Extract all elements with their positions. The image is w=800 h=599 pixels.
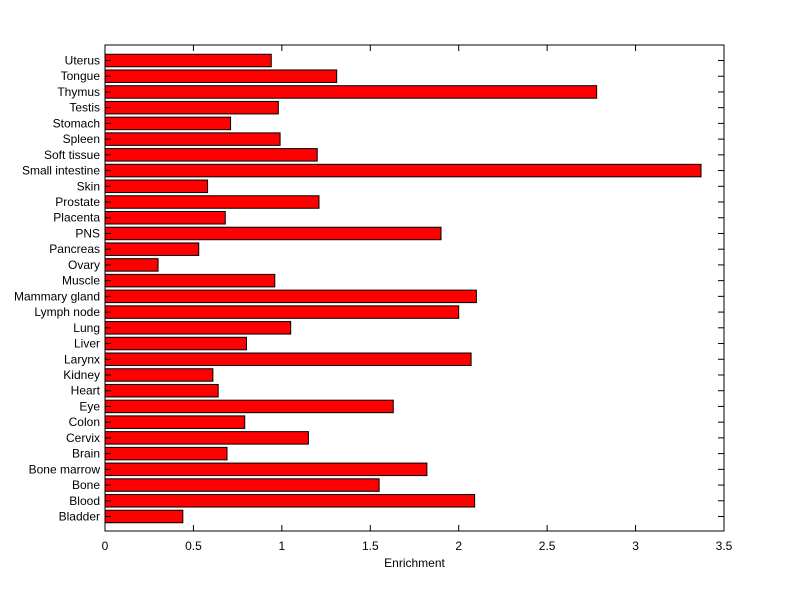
y-tick-label-liver: Liver [74,337,100,351]
x-tick-label-3: 1.5 [362,539,379,553]
bar-eye [104,399,394,414]
bar-small-intestine [104,163,702,178]
y-tick-label-placenta: Placenta [53,211,100,225]
y-tick-label-stomach: Stomach [53,116,100,130]
y-tick-label-pancreas: Pancreas [49,242,100,256]
y-tick-label-bladder: Bladder [59,510,100,524]
bar-bone [104,478,380,492]
y-tick-label-lung: Lung [73,321,100,335]
bar-placenta [104,210,226,225]
bar-lymph-node [104,305,460,319]
bar-larynx [104,352,472,367]
bar-thymus [104,85,598,99]
x-tick-label-7: 3.5 [716,539,733,553]
y-tick-label-blood: Blood [69,494,100,508]
y-tick-label-soft-tissue: Soft tissue [44,148,100,162]
bar-heart [104,383,219,398]
y-tick-label-bone-marrow: Bone marrow [29,462,101,476]
y-tick-label-bone: Bone [72,478,100,492]
bar-brain [104,446,228,461]
x-tick-label-5: 2.5 [539,539,556,553]
y-tick-label-larynx: Larynx [64,352,100,366]
bar-ovary [104,258,159,272]
x-tick-label-1: 0.5 [185,539,202,553]
x-tick-label-4: 2 [455,539,462,553]
x-tick-label-2: 1 [279,539,286,553]
y-tick-label-colon: Colon [69,415,100,429]
y-tick-label-pns: PNS [75,226,100,240]
bar-uterus [104,53,272,68]
bar-stomach [104,116,232,131]
bar-bladder [104,509,184,524]
y-tick-label-small-intestine: Small intestine [22,164,100,178]
bar-pns [104,226,442,241]
bar-tongue [104,69,338,83]
x-ticks-group: 0 0.5 1 1.5 2 2.5 3 3.5 [102,45,733,553]
y-tick-label-mammary-gland: Mammary gland [14,289,100,303]
y-tick-label-brain: Brain [72,447,100,461]
bar-kidney [104,368,214,382]
y-tick-label-kidney: Kidney [63,368,100,382]
y-tick-label-lymph-node: Lymph node [34,305,100,319]
x-axis-title: Enrichment [384,556,445,570]
y-tick-label-prostate: Prostate [55,195,100,209]
y-tick-label-muscle: Muscle [62,274,100,288]
y-tick-label-heart: Heart [71,384,101,398]
bar-cervix [104,431,309,445]
x-tick-label-6: 3 [632,539,639,553]
bar-pancreas [104,242,200,256]
bar-mammary-gland [104,289,477,304]
bar-colon [104,415,246,429]
y-tick-label-spleen: Spleen [63,132,100,146]
bar-lung [104,321,292,335]
bar-bone-marrow [104,462,428,477]
bar-skin [104,179,209,194]
bar-blood [104,494,476,508]
y-tick-label-thymus: Thymus [57,85,100,99]
bar-muscle [104,273,276,288]
y-tick-label-ovary: Ovary [68,258,100,272]
bars-group [104,53,702,524]
bar-prostate [104,195,320,209]
y-tick-label-testis: Testis [69,101,100,115]
y-tick-label-eye: Eye [79,399,100,413]
y-tick-label-cervix: Cervix [66,431,100,445]
y-tick-label-skin: Skin [77,179,100,193]
x-tick-label-0: 0 [102,539,109,553]
bar-testis [104,100,279,115]
bar-soft-tissue [104,148,318,162]
bar-liver [104,336,247,351]
y-tick-label-uterus: Uterus [65,54,100,68]
y-tick-label-tongue: Tongue [61,69,101,83]
bar-spleen [104,132,281,146]
